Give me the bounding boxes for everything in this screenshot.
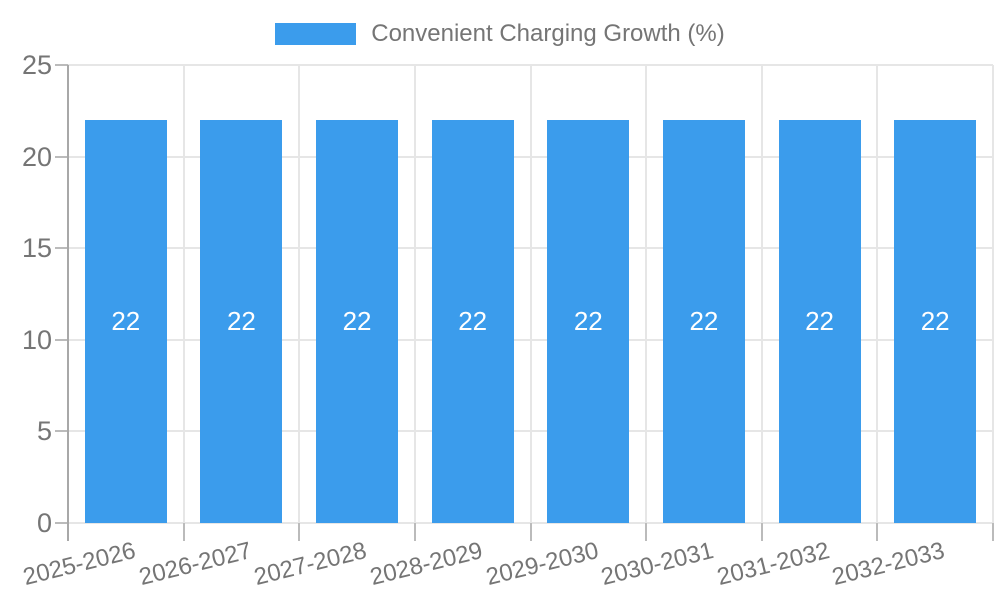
v-gridline (645, 65, 648, 523)
v-gridline (298, 65, 301, 523)
x-axis-tick (645, 523, 648, 541)
bar[interactable]: 22 (778, 119, 861, 523)
v-gridline (760, 65, 763, 523)
bar[interactable]: 22 (431, 119, 514, 523)
x-axis-tick (876, 523, 879, 541)
chart-legend: Convenient Charging Growth (%) (0, 20, 1000, 48)
y-axis-tick (55, 338, 68, 341)
x-axis-tick (298, 523, 301, 541)
bar-value-label: 22 (342, 306, 372, 337)
y-axis-line (67, 65, 69, 541)
bar-value-label: 22 (458, 306, 488, 337)
y-axis-tick (55, 522, 68, 524)
x-axis-tick (413, 523, 416, 541)
y-axis-tick (55, 64, 68, 66)
y-tick-label: 15 (21, 233, 52, 264)
v-gridline (992, 65, 994, 523)
legend-color-swatch (275, 23, 357, 45)
legend-label: Convenient Charging Growth (%) (371, 20, 725, 47)
x-tick-label: 2029-2030 (482, 537, 601, 591)
x-tick-label: 2032-2033 (829, 537, 948, 591)
bar-value-label: 22 (689, 306, 719, 337)
x-tick-label: 2028-2029 (367, 537, 486, 591)
bar-value-label: 22 (573, 306, 603, 337)
x-tick-label: 2031-2032 (714, 537, 833, 591)
v-gridline (413, 65, 416, 523)
v-gridline (529, 65, 532, 523)
legend-item[interactable]: Convenient Charging Growth (%) (275, 20, 725, 48)
plot-area: 22 22 22 22 22 22 22 22 (68, 64, 994, 524)
x-axis-tick (182, 523, 185, 541)
bar-value-label: 22 (111, 306, 141, 337)
x-axis-tick (529, 523, 532, 541)
bar[interactable]: 22 (200, 119, 283, 523)
x-tick-label: 2026-2027 (136, 537, 254, 591)
bar[interactable]: 22 (316, 119, 399, 523)
bar-value-label: 22 (226, 306, 256, 337)
y-axis-tick (55, 247, 68, 250)
x-axis-tick (992, 523, 994, 541)
y-tick-label: 10 (21, 324, 52, 355)
y-tick-label: 0 (36, 508, 52, 538)
bar[interactable]: 22 (547, 119, 630, 523)
bar[interactable]: 22 (84, 119, 167, 523)
bar[interactable]: 22 (894, 119, 977, 523)
v-gridline (182, 65, 185, 523)
y-tick-label: 25 (21, 50, 52, 80)
bar-value-label: 22 (920, 306, 950, 337)
x-tick-label: 2027-2028 (251, 537, 370, 591)
x-tick-label: 2030-2031 (598, 537, 717, 591)
bar-value-label: 22 (805, 306, 835, 337)
bar[interactable]: 22 (662, 119, 745, 523)
y-tick-label: 5 (36, 416, 52, 447)
y-tick-label: 20 (21, 141, 52, 172)
x-axis-tick (760, 523, 763, 541)
v-gridline (876, 65, 879, 523)
y-axis-tick (55, 155, 68, 158)
x-tick-label: 2025-2026 (20, 537, 139, 591)
y-axis-tick (55, 430, 68, 433)
